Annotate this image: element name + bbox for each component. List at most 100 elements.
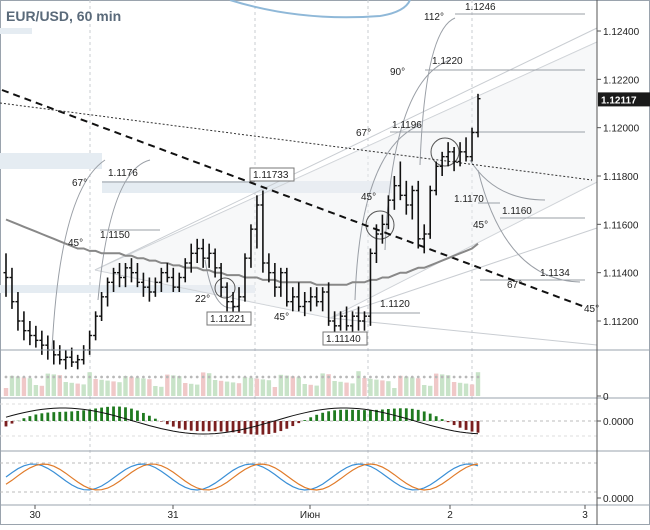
volume-ma-dot-36 [220,376,223,379]
volume-ma-dot-12 [76,376,79,379]
volume-ma-dot-68 [411,376,414,379]
time-tick-label-3: 2 [447,510,453,521]
volume-ma-dot-43 [262,376,265,379]
time-tick-label-2: Июн [300,510,320,521]
volume-bar-13 [81,384,85,396]
time-tick-label-4: 3 [582,510,588,521]
volume-ma-dot-29 [178,376,181,379]
oscillator-axis-label: 0.0000 [603,417,634,428]
volume-ma-dot-16 [100,376,103,379]
histogram-bar-68 [411,409,414,421]
histogram-bar-47 [285,421,288,429]
volume-ma-dot-76 [459,376,462,379]
volume-ma-dot-18 [112,376,115,379]
volume-ma-dot-52 [315,376,318,379]
volume-ma-dot-77 [465,376,468,379]
volume-ma-dot-58 [351,376,354,379]
volume-bar-42 [255,379,259,396]
volume-bar-26 [159,387,163,396]
volume-ma-dot-7 [46,376,49,379]
volume-bar-41 [249,378,253,396]
volume-ma-dot-32 [196,376,199,379]
histogram-bar-32 [196,421,199,431]
volume-bar-69 [416,378,420,396]
volume-bar-20 [123,376,127,396]
histogram-bar-76 [459,421,462,428]
volume-ma-dot-59 [357,376,360,379]
histogram-bar-23 [142,413,145,421]
volume-ma-dot-6 [40,376,43,379]
histogram-bar-46 [279,421,282,431]
volume-bar-32 [195,385,199,396]
histogram-bar-28 [172,421,175,427]
volume-ma-dot-49 [297,376,300,379]
price-annotation-1: 1.1220 [432,56,463,67]
volume-ma-dot-33 [202,376,205,379]
histogram-bar-13 [82,410,85,421]
histogram-bar-35 [214,421,217,431]
volume-ma-dot-11 [70,376,73,379]
histogram-bar-37 [226,421,229,432]
histogram-bar-54 [327,411,330,421]
volume-bar-12 [75,384,79,396]
histogram-bar-75 [453,421,456,425]
price-annotation-7: 1.1134 [540,268,570,279]
histogram-bar-25 [154,419,157,421]
price-annotation-5: 1.1160 [502,206,532,217]
histogram-bar-77 [465,421,468,430]
volume-bar-3 [22,377,26,396]
volume-ma-dot-13 [82,376,85,379]
boxed-annotation-1: 1.11221 [210,314,246,325]
histogram-bar-66 [399,408,402,421]
volume-bar-18 [111,381,115,396]
histogram-bar-14 [88,409,91,421]
histogram-bar-48 [291,421,294,426]
volume-ma-dot-9 [58,376,61,379]
volume-bar-37 [225,382,229,396]
volume-bar-57 [344,383,348,396]
volume-bar-24 [147,379,151,396]
histogram-bar-12 [76,411,79,421]
histogram-bar-5 [34,414,37,421]
volume-ma-dot-35 [214,376,217,379]
volume-bar-48 [291,376,295,396]
stoch-axis-label: 0.0000 [603,494,634,505]
volume-ma-dot-65 [393,376,396,379]
histogram-bar-8 [52,412,55,421]
histogram-bar-16 [100,408,103,421]
volume-ma-dot-10 [64,376,67,379]
volume-ma-dot-17 [106,376,109,379]
histogram-bar-56 [339,410,342,421]
histogram-bar-58 [351,410,354,421]
volume-ma-dot-48 [291,376,294,379]
volume-ma-dot-47 [285,376,288,379]
price-tick-label-5: 1.11400 [603,269,639,280]
price-tick-label-6: 1.11200 [603,317,639,328]
volume-bar-0 [4,388,8,396]
histogram-bar-18 [112,406,115,421]
volume-bar-5 [34,385,38,396]
volume-ma-dot-23 [142,376,145,379]
angle-annotation-8: 22° [195,294,210,305]
volume-ma-dot-73 [441,376,444,379]
volume-ma-dot-69 [417,376,420,379]
volume-ma-dot-63 [381,376,384,379]
boxed-annotation-0: 1.11733 [253,170,289,181]
volume-ma-dot-60 [363,376,366,379]
price-tick-label-2: 1.12000 [603,124,640,135]
volume-ma-dot-28 [172,376,175,379]
volume-bar-78 [470,384,474,396]
angle-annotation-2: 67° [356,128,371,139]
histogram-bar-64 [387,409,390,421]
histogram-bar-59 [357,410,360,421]
volume-ma-dot-24 [148,376,151,379]
volume-ma-dot-1 [11,376,14,379]
histogram-bar-52 [315,415,318,421]
price-annotation-8: 1.1120 [380,299,410,310]
histogram-bar-27 [166,421,169,424]
histogram-bar-71 [429,414,432,421]
chart-title: EUR/USD, 60 min [6,8,121,24]
volume-ma-dot-41 [250,376,253,379]
